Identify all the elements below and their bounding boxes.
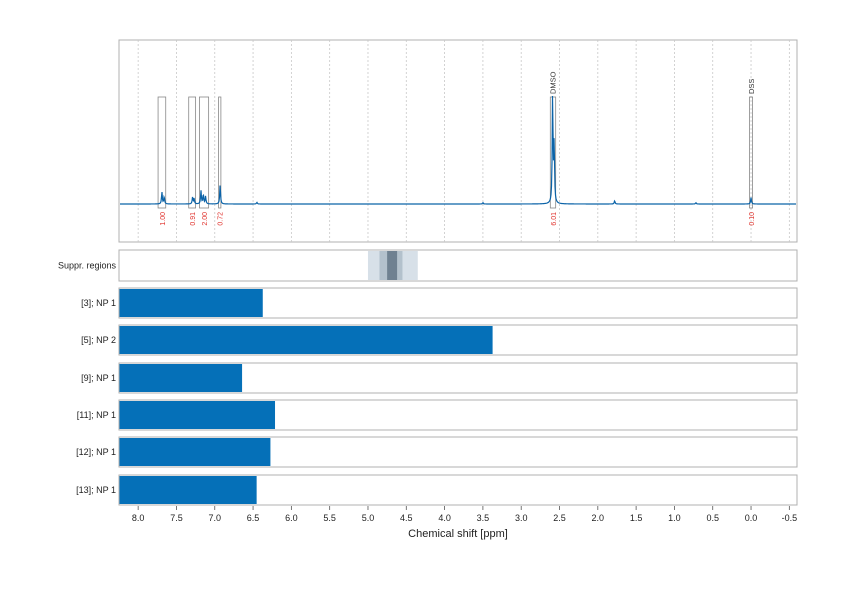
integral-box — [188, 96, 197, 209]
spectrum-line — [120, 95, 796, 205]
x-tick-label: 4.0 — [438, 513, 451, 523]
x-tick-label: 3.0 — [515, 513, 528, 523]
integral-label: 2.00 — [202, 212, 209, 226]
bar-label: [9]; NP 1 — [81, 373, 116, 383]
reference-label: DSS — [747, 79, 756, 94]
bar-label: [12]; NP 1 — [76, 447, 116, 457]
x-tick-label: 7.0 — [209, 513, 222, 523]
bar-panels: [3]; NP 1 [5]; NP 2 [9]; NP 1 [11]; NP 1 [12… — [76, 287, 798, 506]
integral-label: 0.72 — [218, 212, 225, 226]
integral-box — [749, 96, 753, 209]
suppression-region — [387, 251, 398, 280]
x-tick-label: 6.0 — [285, 513, 298, 523]
bar-label: [13]; NP 1 — [76, 485, 116, 495]
x-axis: 8.0 7.5 7.0 6.5 6.0 5.5 5.0 4.5 4.0 3.5 3.0 2.5 2.0 1… — [132, 506, 797, 523]
bar — [119, 438, 271, 466]
x-tick-label: 6.5 — [247, 513, 260, 523]
x-tick-label: 8.0 — [132, 513, 145, 523]
suppression-panel: Suppr. regions — [58, 249, 798, 282]
x-tick-label: 1.5 — [630, 513, 643, 523]
bar — [119, 401, 276, 429]
x-axis-label: Chemical shift [ppm] — [408, 528, 508, 540]
bar — [119, 364, 243, 392]
bar-label: [3]; NP 1 — [81, 298, 116, 308]
integral-box — [157, 96, 167, 209]
integral-box — [199, 96, 210, 209]
reference-label: DMSO — [549, 71, 558, 94]
x-tick-label: 0.0 — [745, 513, 758, 523]
bar — [119, 476, 257, 504]
x-tick-label: 1.0 — [668, 513, 681, 523]
x-tick-label: 0.5 — [706, 513, 719, 523]
x-tick-label: 2.5 — [553, 513, 566, 523]
suppression-frame — [118, 249, 798, 282]
bar — [119, 326, 493, 354]
integral-box — [218, 96, 222, 209]
x-tick-label: 3.5 — [477, 513, 490, 523]
integral-label: 1.00 — [160, 212, 167, 226]
bar-label: [5]; NP 2 — [81, 335, 116, 345]
x-tick-label: 5.0 — [362, 513, 375, 523]
bar — [119, 289, 263, 317]
spectrum-panel: 1.00 0.91 2.00 0.72 6.01 0.10 DMSO DSS — [118, 39, 798, 243]
integral-label: 0.91 — [190, 212, 197, 226]
spectrum-frame — [118, 39, 798, 243]
x-tick-label: 2.0 — [592, 513, 605, 523]
integral-label: 6.01 — [551, 212, 558, 226]
x-tick-label: -0.5 — [782, 513, 798, 523]
bar-label: [11]; NP 1 — [77, 410, 116, 420]
integral-label: 0.10 — [749, 212, 756, 226]
x-tick-label: 4.5 — [400, 513, 413, 523]
x-tick-label: 5.5 — [323, 513, 336, 523]
x-tick-label: 7.5 — [170, 513, 183, 523]
suppression-label: Suppr. regions — [58, 261, 117, 271]
